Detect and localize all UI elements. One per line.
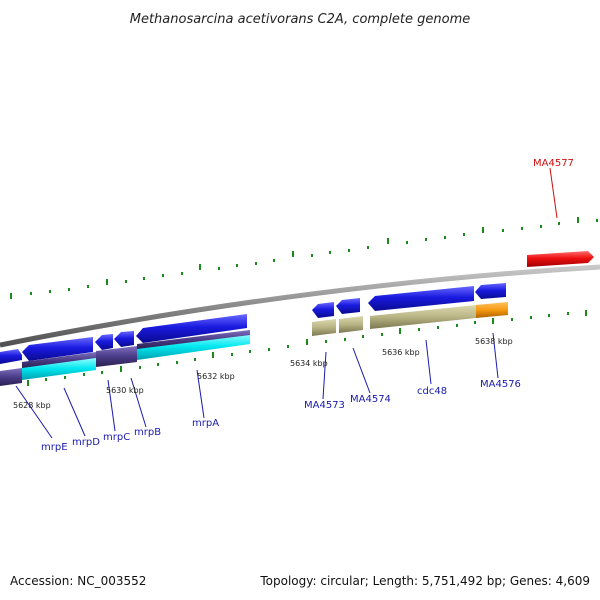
gene-mrpA[interactable] xyxy=(136,314,247,343)
scale-label: 5634 kbp xyxy=(290,359,328,368)
gene-label-ma4573[interactable]: MA4573 xyxy=(304,400,345,411)
gene-ma4577[interactable] xyxy=(527,251,594,267)
gene-label-mrpA[interactable]: mrpA xyxy=(192,418,219,429)
gene-mrpB[interactable] xyxy=(114,331,134,347)
leader-line-ma4577 xyxy=(549,167,558,219)
gene-cdc48[interactable] xyxy=(368,286,474,311)
label-leader-lines xyxy=(15,332,499,439)
map-title: Methanosarcina acetivorans C2A, complete… xyxy=(130,12,471,27)
genome-summary-text: Topology: circular; Length: 5,751,492 bp… xyxy=(259,574,590,588)
gene-mrpD[interactable] xyxy=(22,337,93,361)
gene-label-ma4576[interactable]: MA4576 xyxy=(480,379,521,390)
inner-tick-row xyxy=(8,310,587,386)
accession-text: Accession: NC_003552 xyxy=(10,574,146,588)
gene-label-mrpC[interactable]: mrpC xyxy=(103,432,130,443)
scale-label: 5638 kbp xyxy=(475,337,513,346)
gene-ma4573[interactable] xyxy=(312,302,334,318)
scale-label: 5630 kbp xyxy=(106,386,144,395)
gene-label-mrpB[interactable]: mrpB xyxy=(134,427,161,438)
gene-label-mrpE[interactable]: mrpE xyxy=(41,442,68,453)
gene-label-ma4577[interactable]: MA4577 xyxy=(533,158,574,169)
gene-mrpE[interactable] xyxy=(0,349,22,364)
feature-band-left xyxy=(0,330,250,386)
gene-labels: mrpE mrpD mrpC mrpB mrpA MA4573 MA4574 c… xyxy=(41,158,574,453)
outer-tick-row xyxy=(10,217,598,299)
scale-label: 5632 kbp xyxy=(197,372,235,381)
gene-label-cdc48[interactable]: cdc48 xyxy=(417,386,447,397)
gene-label-mrpD[interactable]: mrpD xyxy=(72,437,100,448)
gene-label-ma4574[interactable]: MA4574 xyxy=(350,394,391,405)
scale-label: 5636 kbp xyxy=(382,348,420,357)
genome-backbone xyxy=(0,264,600,348)
scale-label: 5628 kbp xyxy=(13,401,51,410)
gene-ma4576[interactable] xyxy=(475,283,506,299)
feature-band-right xyxy=(312,302,508,336)
blue-gene-track-left xyxy=(0,314,247,364)
scale-labels: 5628 kbp 5630 kbp 5632 kbp 5634 kbp 5636… xyxy=(13,337,513,410)
gene-mrpC[interactable] xyxy=(95,334,113,350)
gene-ma4574[interactable] xyxy=(336,298,360,314)
blue-gene-track-right xyxy=(312,283,506,318)
